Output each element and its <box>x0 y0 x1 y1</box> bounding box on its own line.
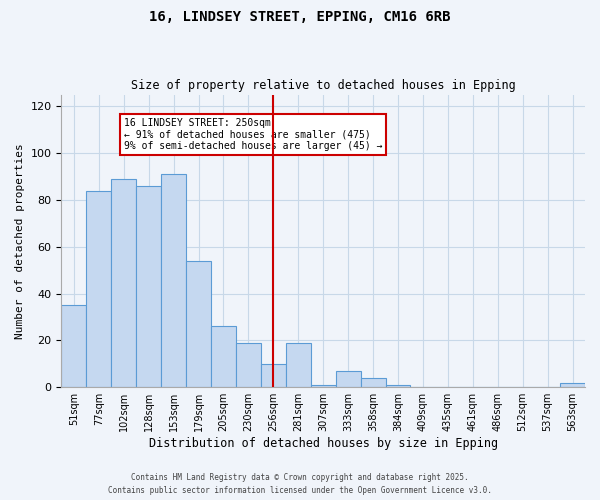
Bar <box>86 190 111 387</box>
Bar <box>286 342 311 387</box>
Bar <box>186 261 211 387</box>
Bar <box>560 382 585 387</box>
Title: Size of property relative to detached houses in Epping: Size of property relative to detached ho… <box>131 79 515 92</box>
Bar <box>236 342 261 387</box>
Y-axis label: Number of detached properties: Number of detached properties <box>15 143 25 339</box>
Bar <box>311 385 335 387</box>
Text: 16 LINDSEY STREET: 250sqm
← 91% of detached houses are smaller (475)
9% of semi-: 16 LINDSEY STREET: 250sqm ← 91% of detac… <box>124 118 382 151</box>
Bar <box>211 326 236 387</box>
Bar <box>386 385 410 387</box>
Bar <box>161 174 186 387</box>
Bar <box>361 378 386 387</box>
Bar <box>136 186 161 387</box>
Bar <box>61 306 86 387</box>
Bar <box>111 179 136 387</box>
Bar <box>261 364 286 387</box>
Text: 16, LINDSEY STREET, EPPING, CM16 6RB: 16, LINDSEY STREET, EPPING, CM16 6RB <box>149 10 451 24</box>
X-axis label: Distribution of detached houses by size in Epping: Distribution of detached houses by size … <box>149 437 498 450</box>
Bar <box>335 371 361 387</box>
Text: Contains HM Land Registry data © Crown copyright and database right 2025.
Contai: Contains HM Land Registry data © Crown c… <box>108 474 492 495</box>
